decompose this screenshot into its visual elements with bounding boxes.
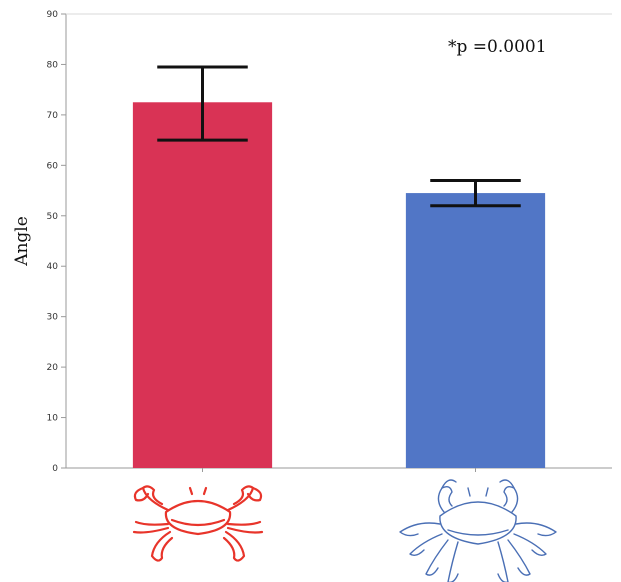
y-axis-label: Angle bbox=[12, 216, 32, 267]
y-tick-label: 0 bbox=[52, 464, 58, 474]
y-tick-label: 20 bbox=[47, 363, 59, 373]
x-ticks bbox=[202, 468, 476, 472]
crab-red-icon bbox=[132, 485, 264, 562]
y-tick-label: 60 bbox=[47, 161, 59, 171]
bars bbox=[132, 102, 546, 469]
y-tick-label: 50 bbox=[47, 212, 59, 222]
crab-blue-icon bbox=[399, 479, 557, 582]
y-tick-label: 70 bbox=[47, 111, 59, 121]
y-tick-label: 90 bbox=[47, 10, 59, 20]
y-tick-label: 10 bbox=[47, 414, 59, 424]
y-tick-label: 30 bbox=[47, 313, 59, 323]
y-tick-label: 80 bbox=[47, 60, 59, 70]
error-bars bbox=[157, 65, 521, 208]
y-tick-label: 40 bbox=[47, 262, 59, 272]
p-value-annotation: *p =0.0001 bbox=[448, 37, 547, 57]
bar bbox=[132, 102, 273, 469]
y-ticks: 0 10 20 30 40 50 60 70 80 90 bbox=[47, 10, 66, 474]
bar bbox=[405, 193, 546, 469]
